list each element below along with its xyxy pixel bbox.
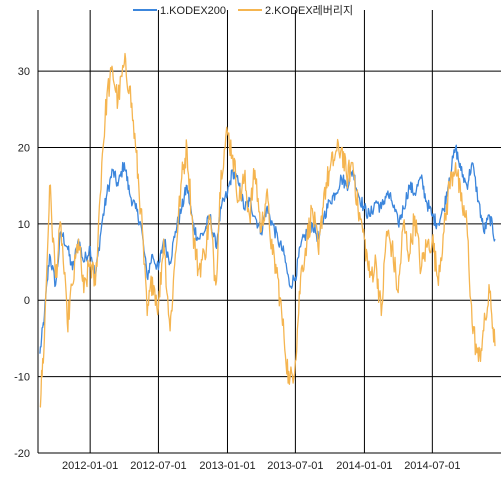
legend: 1.KODEX200 2.KODEX레버리지: [133, 4, 353, 17]
x-tick-label: 2014-07-01: [404, 460, 460, 472]
x-tick-label: 2012-07-01: [130, 460, 186, 472]
legend-label: 1.KODEX200: [160, 5, 226, 17]
y-tick-label: 10: [18, 219, 30, 231]
y-tick-label: -20: [14, 448, 30, 460]
y-tick-label: 0: [24, 295, 30, 307]
x-tick-label: 2014-01-01: [336, 460, 392, 472]
series-line-1: [39, 144, 496, 354]
series-line-2: [39, 52, 496, 408]
x-tick-label: 2013-01-01: [199, 460, 255, 472]
legend-label: 2.KODEX레버리지: [265, 4, 353, 17]
x-axis-ticks: 2012-01-01 2012-07-01 2013-01-01 2013-07-01…: [62, 460, 460, 472]
x-tick-label: 2013-07-01: [267, 460, 323, 472]
y-tick-label: 20: [18, 142, 30, 154]
x-tick-label: 2012-01-01: [62, 460, 118, 472]
y-tick-label: 30: [18, 66, 30, 78]
y-tick-label: -10: [14, 372, 30, 384]
y-axis-ticks: -20 -10 0 10 20 30: [14, 66, 30, 460]
series-layer: [39, 52, 496, 408]
axes: [37, 10, 501, 454]
